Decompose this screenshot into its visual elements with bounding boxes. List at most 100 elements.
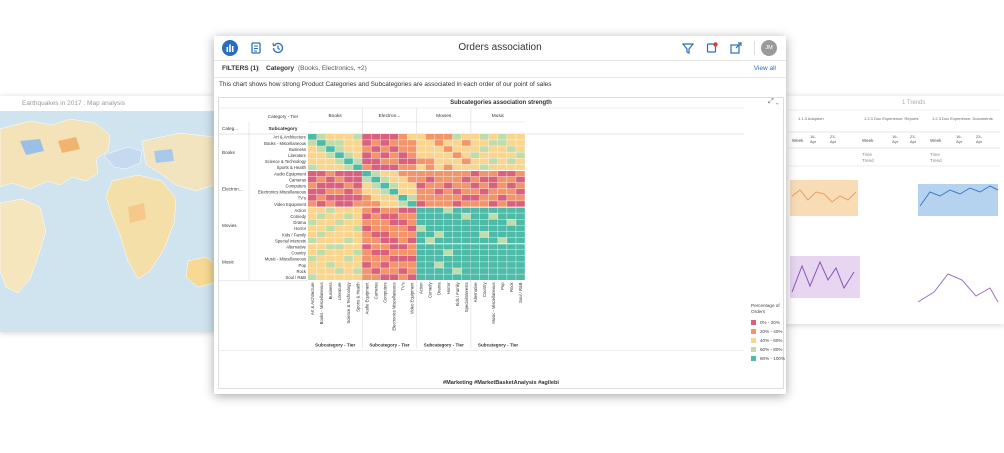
heatmap-cell xyxy=(452,249,462,256)
heatmap-cell xyxy=(461,164,471,171)
heatmap-cell xyxy=(335,134,344,140)
heatmap-cell xyxy=(443,231,453,238)
heatmap-cell xyxy=(434,164,444,171)
filters-label[interactable]: FILTERS (1) xyxy=(222,65,259,72)
heatmap-cell xyxy=(443,237,453,244)
svg-text:Apr: Apr xyxy=(976,139,983,144)
expand-icon[interactable]: ⤢ ⌄ xyxy=(768,98,779,105)
pages-icon[interactable] xyxy=(248,40,264,56)
heatmap-cell xyxy=(479,274,489,280)
svg-text:1.2.3 Doc Experience: Document: 1.2.3 Doc Experience: Documents xyxy=(932,116,993,121)
heatmap-svg[interactable]: Category - Tier Categ... Subcategory Books E… xyxy=(219,98,783,388)
heatmap-cell xyxy=(507,231,516,238)
heatmap-cell xyxy=(452,134,462,140)
heatmap-cell xyxy=(434,182,444,189)
filter-icon[interactable] xyxy=(680,40,696,56)
column-label: Literature xyxy=(337,282,342,300)
heatmap-cell xyxy=(389,158,399,165)
heatmap-cell xyxy=(344,182,353,189)
column-label: Electronics Miscellaneous xyxy=(391,282,396,330)
heatmap-cell xyxy=(344,213,353,219)
heatmap-cell xyxy=(443,182,453,189)
category-filter-value[interactable]: (Books, Electronics, +2) xyxy=(298,65,367,72)
svg-text:16-: 16- xyxy=(892,134,898,139)
column-label: Kids / Family xyxy=(455,281,460,306)
heatmap-cell xyxy=(489,146,498,152)
heatmap-cell xyxy=(425,237,435,244)
heatmap-cell xyxy=(362,249,371,256)
heatmap-cell xyxy=(425,134,435,140)
view-all-link[interactable]: View all xyxy=(753,65,776,72)
heatmap-cell xyxy=(498,256,507,262)
notifications-icon[interactable] xyxy=(704,40,720,56)
column-label: Soul / R&B xyxy=(518,282,523,303)
category-filter-label[interactable]: Category xyxy=(266,65,295,72)
heatmap-cell xyxy=(425,231,435,238)
heatmap-cell xyxy=(407,158,417,165)
column-label: Video Equipment xyxy=(410,282,415,315)
heatmap-cell xyxy=(308,268,317,274)
heatmap-cell xyxy=(380,249,390,256)
heatmap-cell xyxy=(389,140,399,146)
column-label: Computers xyxy=(382,282,387,302)
heatmap-cell xyxy=(344,170,353,177)
heatmap-cell xyxy=(353,243,362,250)
heatmap-cell xyxy=(507,195,516,201)
heatmap-cell xyxy=(335,237,344,244)
heatmap-cell xyxy=(516,274,525,280)
heatmap-cell xyxy=(389,152,399,158)
heatmap-cell xyxy=(335,243,344,250)
heatmap-cell xyxy=(353,268,362,274)
heatmap-cell xyxy=(308,140,317,146)
heatmap-cell xyxy=(362,237,371,244)
heatmap-cell xyxy=(326,268,335,274)
heatmap-cell xyxy=(407,213,417,219)
chart-view-icon[interactable] xyxy=(222,40,238,56)
heatmap-cell xyxy=(389,225,399,232)
heatmap-cell xyxy=(353,274,362,280)
heatmap-cell xyxy=(326,176,335,183)
heatmap-cell xyxy=(470,231,480,238)
column-category-label: Books xyxy=(328,113,342,119)
heatmap-cell xyxy=(507,152,516,158)
heatmap-cell xyxy=(389,164,399,171)
svg-text:23-: 23- xyxy=(830,134,836,139)
heatmap-cell xyxy=(317,231,326,238)
heatmap-cell xyxy=(516,231,525,238)
column-label: Comedy xyxy=(428,281,433,297)
svg-text:Apr: Apr xyxy=(892,139,899,144)
share-icon[interactable] xyxy=(728,40,744,56)
heatmap-cell xyxy=(416,201,426,207)
heatmap-cell xyxy=(335,188,344,195)
toolbar-divider xyxy=(754,41,755,55)
heatmap-cell xyxy=(507,201,516,207)
heatmap-cell xyxy=(461,243,471,250)
heatmap-cell xyxy=(398,262,408,268)
history-icon[interactable] xyxy=(270,40,286,56)
heatmap-cell xyxy=(362,231,371,238)
column-label: Art & Architecture xyxy=(310,282,315,315)
legend-swatch xyxy=(751,347,756,352)
legend: Percentage of Orders 0% - 20% 20% - 40% … xyxy=(751,303,785,363)
heatmap-cell xyxy=(326,140,335,146)
heatmap-cell xyxy=(317,207,326,213)
heatmap-cell xyxy=(389,231,399,238)
heatmap-cell xyxy=(443,170,453,177)
heatmap-cell xyxy=(371,262,380,268)
heatmap-cell xyxy=(326,164,335,171)
heatmap-cell xyxy=(452,237,462,244)
heatmap-cell xyxy=(516,237,525,244)
heatmap-cell xyxy=(380,188,390,195)
heatmap-cell xyxy=(452,182,462,189)
heatmap-cell xyxy=(507,243,516,250)
user-avatar[interactable]: JM xyxy=(761,40,777,56)
heatmap-cell xyxy=(470,164,480,171)
heatmap-cell xyxy=(434,274,444,280)
heatmap-cell xyxy=(380,219,390,226)
heatmap-cell xyxy=(425,249,435,256)
heatmap-cell xyxy=(498,231,507,238)
heatmap-cell xyxy=(516,164,525,171)
heatmap-cell xyxy=(507,164,516,171)
heatmap-cell xyxy=(362,188,371,195)
heatmap-cell xyxy=(317,225,326,232)
